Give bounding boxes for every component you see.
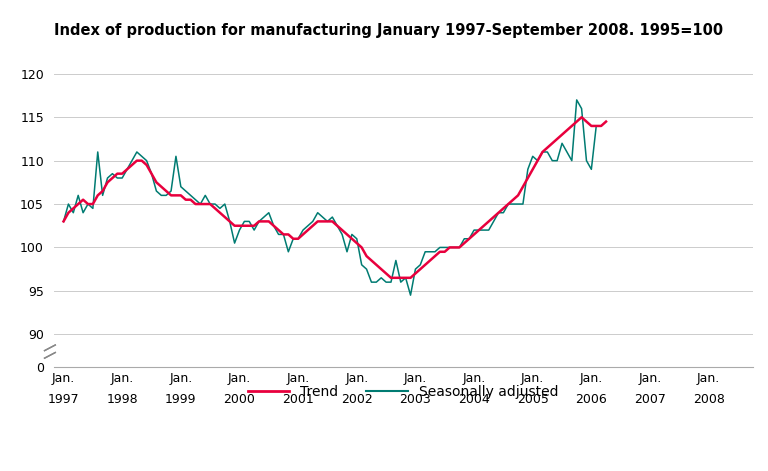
- Text: Index of production for manufacturing January 1997-September 2008. 1995=100: Index of production for manufacturing Ja…: [54, 23, 723, 38]
- Text: Jan.: Jan.: [638, 372, 662, 385]
- Text: Jan.: Jan.: [521, 372, 545, 385]
- Text: Jan.: Jan.: [345, 372, 369, 385]
- Text: Jan.: Jan.: [52, 372, 75, 385]
- Text: Jan.: Jan.: [580, 372, 603, 385]
- Text: 2000: 2000: [223, 393, 256, 406]
- Text: 1997: 1997: [48, 393, 79, 406]
- Text: 1998: 1998: [107, 393, 138, 406]
- Text: Jan.: Jan.: [697, 372, 720, 385]
- Text: Jan.: Jan.: [111, 372, 134, 385]
- Text: 2008: 2008: [693, 393, 724, 406]
- Legend: Trend, Seasonally adjusted: Trend, Seasonally adjusted: [242, 380, 564, 405]
- Text: Jan.: Jan.: [404, 372, 427, 385]
- Text: 1999: 1999: [165, 393, 197, 406]
- Text: 2006: 2006: [575, 393, 607, 406]
- Text: 2001: 2001: [283, 393, 314, 406]
- Text: 2003: 2003: [399, 393, 432, 406]
- Text: Jan.: Jan.: [286, 372, 310, 385]
- Text: Jan.: Jan.: [228, 372, 251, 385]
- Text: 2007: 2007: [634, 393, 666, 406]
- Text: 2002: 2002: [341, 393, 372, 406]
- Text: 2004: 2004: [458, 393, 490, 406]
- Text: Jan.: Jan.: [462, 372, 485, 385]
- Text: 2005: 2005: [517, 393, 548, 406]
- Text: Jan.: Jan.: [169, 372, 193, 385]
